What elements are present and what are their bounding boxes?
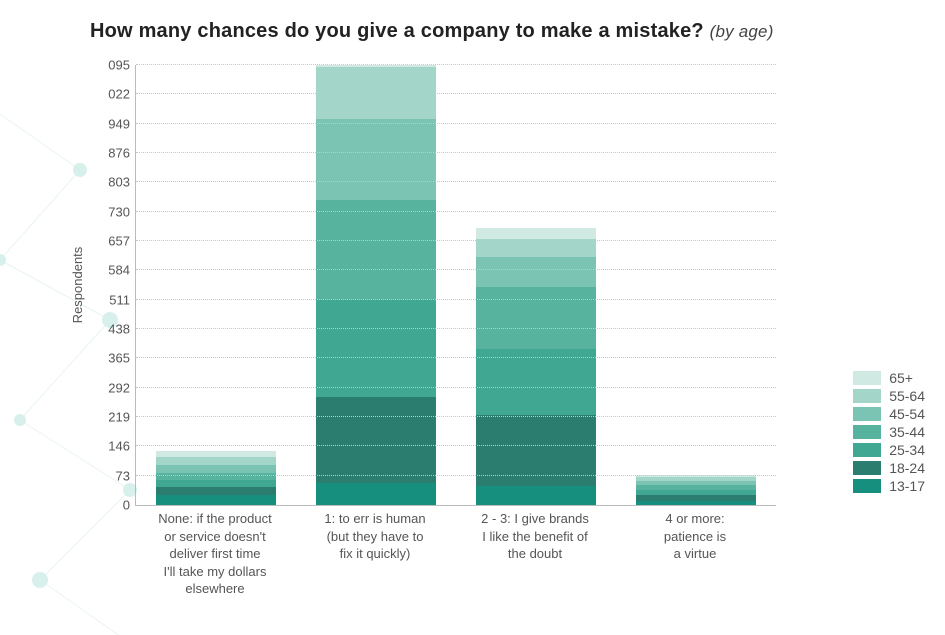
bar-segment: [476, 287, 596, 349]
legend-item: 18-24: [853, 460, 925, 476]
y-tick-label: 803: [90, 175, 130, 190]
legend-swatch: [853, 479, 881, 493]
y-tick-label: 730: [90, 204, 130, 219]
y-tick-label: 73: [90, 468, 130, 483]
chart-title: How many chances do you give a company t…: [90, 20, 774, 43]
legend-swatch: [853, 425, 881, 439]
gridline: [136, 357, 776, 358]
bar-segment: [156, 473, 276, 480]
legend-label: 13-17: [889, 478, 925, 494]
legend-label: 55-64: [889, 388, 925, 404]
y-tick-label: 0: [90, 498, 130, 513]
y-tick-label: 292: [90, 380, 130, 395]
gridline: [136, 181, 776, 182]
plot-area: 0731462192923654385115846577308038769490…: [135, 65, 776, 506]
bar-segment: [476, 486, 596, 505]
legend-item: 25-34: [853, 442, 925, 458]
legend-label: 45-54: [889, 406, 925, 422]
chart-title-sub: (by age): [710, 22, 774, 41]
legend-item: 55-64: [853, 388, 925, 404]
bar-segment: [156, 465, 276, 472]
bar-segment: [156, 457, 276, 465]
y-tick-label: 219: [90, 410, 130, 425]
bar-segment: [316, 119, 436, 199]
gridline: [136, 445, 776, 446]
gridline: [136, 328, 776, 329]
legend: 65+ 55-64 45-54 35-44 25-34 18-24 13-17: [853, 370, 925, 496]
bar-segment: [636, 501, 756, 505]
gridline: [136, 269, 776, 270]
legend-label: 18-24: [889, 460, 925, 476]
legend-swatch: [853, 389, 881, 403]
bar-segment: [156, 480, 276, 487]
gridline: [136, 475, 776, 476]
legend-swatch: [853, 461, 881, 475]
legend-item: 45-54: [853, 406, 925, 422]
y-tick-label: 876: [90, 146, 130, 161]
y-tick-label: 022: [90, 87, 130, 102]
gridline: [136, 416, 776, 417]
x-tick-label: 1: to err is human(but they have tofix i…: [300, 510, 450, 598]
legend-label: 35-44: [889, 424, 925, 440]
y-tick-label: 511: [90, 292, 130, 307]
chart-container: How many chances do you give a company t…: [0, 0, 945, 635]
gridline: [136, 123, 776, 124]
x-axis-labels: None: if the productor service doesn'tde…: [135, 510, 775, 598]
bar-segment: [476, 257, 596, 287]
bar-column: [156, 451, 276, 505]
bar-segment: [476, 228, 596, 239]
legend-swatch: [853, 371, 881, 385]
x-tick-label: 4 or more:patience isa virtue: [620, 510, 770, 598]
bars-group: [136, 65, 776, 505]
bar-segment: [316, 200, 436, 300]
gridline: [136, 240, 776, 241]
bar-column: [636, 475, 756, 505]
y-tick-label: 584: [90, 263, 130, 278]
x-tick-label: 2 - 3: I give brandsI like the benefit o…: [460, 510, 610, 598]
y-tick-label: 438: [90, 322, 130, 337]
legend-label: 25-34: [889, 442, 925, 458]
bar-segment: [476, 349, 596, 415]
legend-swatch: [853, 407, 881, 421]
y-axis-label: Respondents: [70, 247, 85, 324]
legend-item: 13-17: [853, 478, 925, 494]
legend-swatch: [853, 443, 881, 457]
gridline: [136, 93, 776, 94]
y-tick-label: 949: [90, 116, 130, 131]
bar-segment: [156, 495, 276, 505]
bar-column: [316, 65, 436, 505]
bar-segment: [156, 487, 276, 495]
chart-title-main: How many chances do you give a company t…: [90, 20, 704, 42]
legend-item: 65+: [853, 370, 925, 386]
gridline: [136, 64, 776, 65]
x-tick-label: None: if the productor service doesn'tde…: [140, 510, 290, 598]
gridline: [136, 387, 776, 388]
gridline: [136, 299, 776, 300]
bar-segment: [476, 239, 596, 257]
bar-segment: [316, 397, 436, 483]
gridline: [136, 211, 776, 212]
y-tick-label: 146: [90, 439, 130, 454]
bar-segment: [316, 483, 436, 505]
bar-segment: [316, 300, 436, 396]
y-tick-label: 657: [90, 234, 130, 249]
y-tick-label: 095: [90, 58, 130, 73]
legend-item: 35-44: [853, 424, 925, 440]
legend-label: 65+: [889, 370, 913, 386]
y-tick-label: 365: [90, 351, 130, 366]
gridline: [136, 152, 776, 153]
